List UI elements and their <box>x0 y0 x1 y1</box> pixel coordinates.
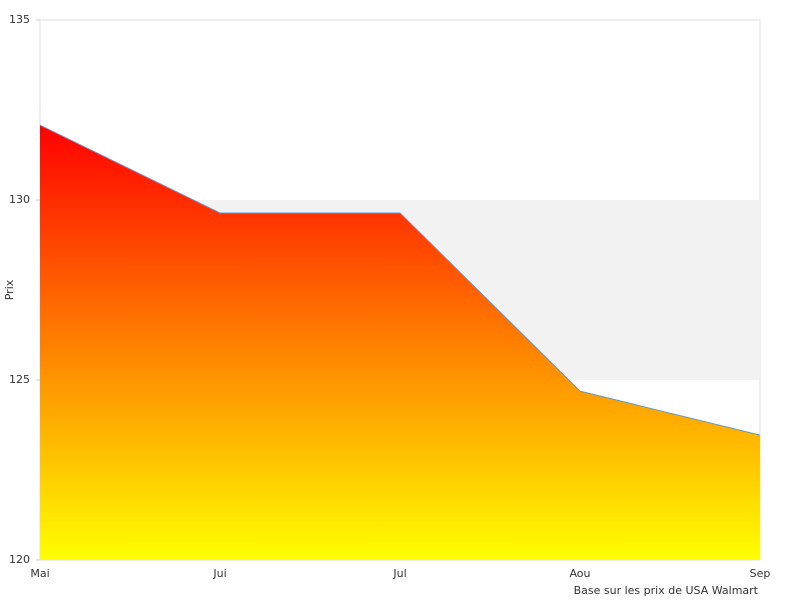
y-axis-label: Prix <box>3 279 16 300</box>
y-tick-label: 120 <box>9 553 30 566</box>
area <box>40 125 760 561</box>
x-tick-label: Sep <box>750 567 771 580</box>
x-tick-label: Aou <box>569 567 590 580</box>
x-tick-label: Jul <box>392 567 406 580</box>
annotation: Base sur les prix de USA Walmart <box>574 584 759 597</box>
x-tick-label: Jui <box>212 567 226 580</box>
y-tick-label: 135 <box>9 13 30 26</box>
line <box>39 124 761 436</box>
y-tick-label: 130 <box>9 193 30 206</box>
x-tick-label: Mai <box>30 567 49 580</box>
y-tick-label: 125 <box>9 373 30 386</box>
